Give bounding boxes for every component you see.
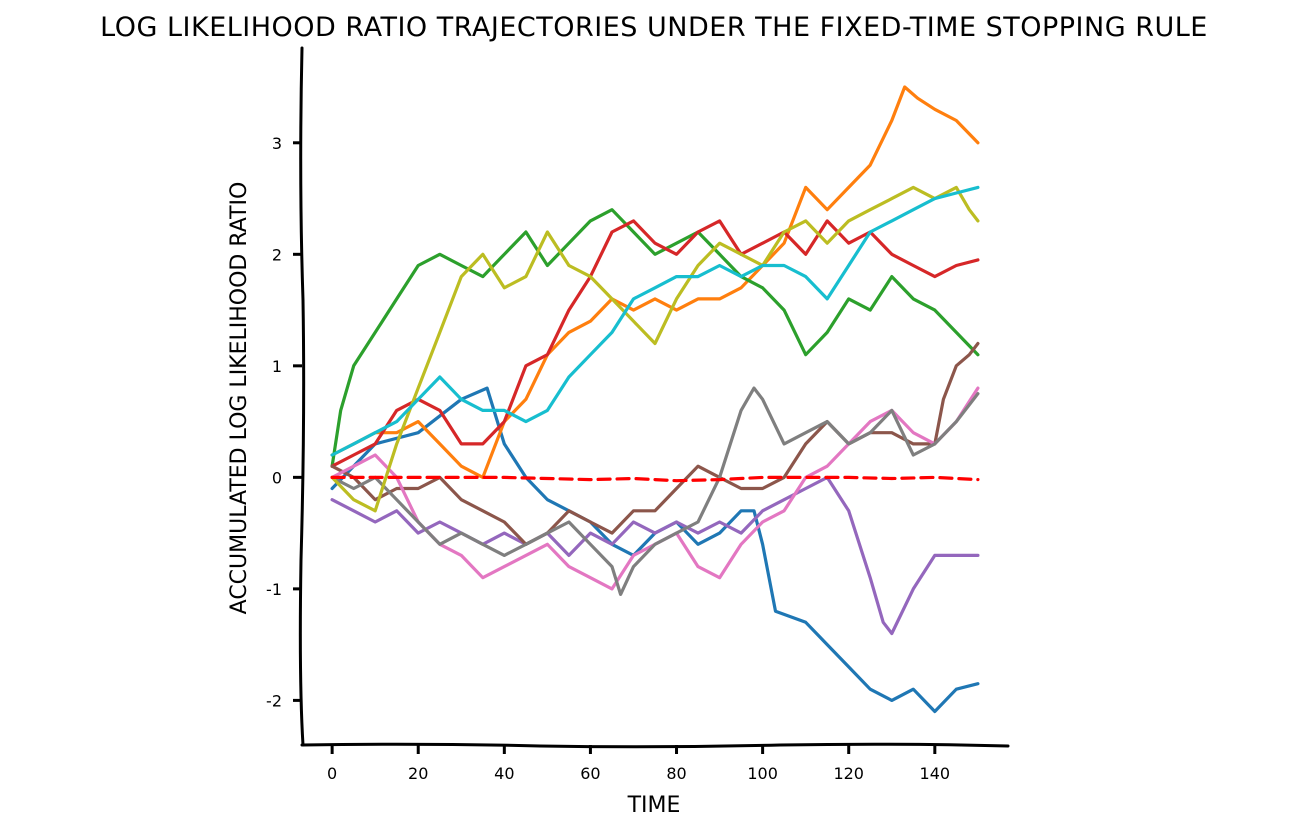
x-tick-label: 100 <box>747 764 778 783</box>
series-line-5 <box>330 475 980 636</box>
x-axis-label: TIME <box>627 793 681 818</box>
chart-title: LOG LIKELIHOOD RATIO TRAJECTORIES UNDER … <box>100 12 1208 43</box>
series-line-8 <box>330 386 980 596</box>
x-tick-label: 80 <box>666 764 686 783</box>
x-tick-label: 20 <box>408 764 428 783</box>
x-ticks: 0 20 40 60 80 100 120 140 <box>327 745 950 783</box>
series-line-2 <box>330 85 980 479</box>
reference-line-dashed <box>330 475 980 483</box>
y-tick-label: 0 <box>272 468 282 487</box>
y-tick-label: 3 <box>272 134 282 153</box>
series-line-7 <box>330 386 980 591</box>
y-tick-label: -2 <box>266 691 282 710</box>
y-tick-label: 2 <box>272 245 282 264</box>
x-tick-label: 120 <box>833 764 864 783</box>
x-tick-label: 0 <box>327 764 337 783</box>
plot-lines <box>330 85 980 714</box>
y-axis-line <box>298 46 306 747</box>
series-line-9 <box>330 185 980 513</box>
x-tick-label: 40 <box>494 764 514 783</box>
x-tick-label: 140 <box>920 764 951 783</box>
x-tick-label: 60 <box>580 764 600 783</box>
y-ticks: -2 -1 0 1 2 3 <box>266 134 302 710</box>
y-tick-label: 1 <box>272 357 282 376</box>
series-line-10 <box>330 185 980 457</box>
series-line-6 <box>330 341 980 546</box>
y-tick-label: -1 <box>266 580 282 599</box>
y-axis-label: ACCUMULATED LOG LIKELIHOOD RATIO <box>227 182 252 615</box>
series-line-1 <box>330 386 980 714</box>
x-axis-line <box>300 742 1010 749</box>
series-line-3 <box>330 208 980 468</box>
